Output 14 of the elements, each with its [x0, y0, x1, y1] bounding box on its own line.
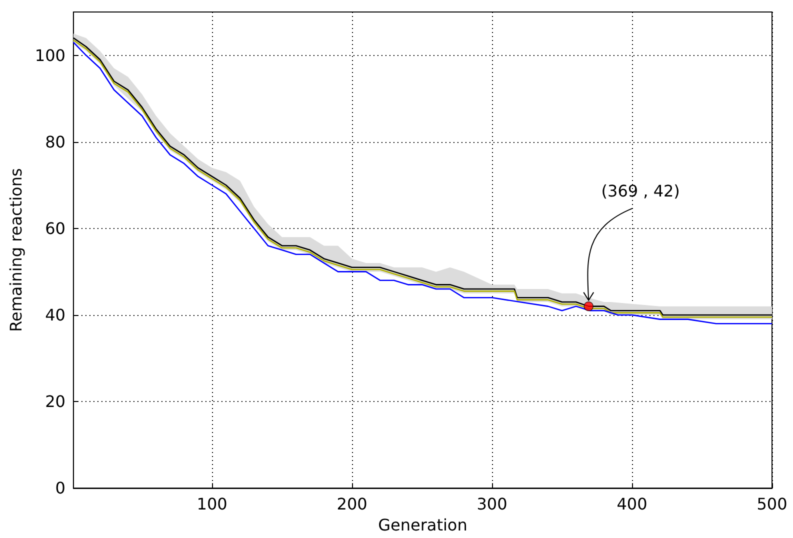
- x-tick-label: 400: [616, 494, 648, 514]
- y-axis-title: Remaining reactions: [6, 168, 26, 332]
- annotation: (369 , 42): [601, 181, 680, 200]
- y-tick-label: 40: [45, 305, 66, 324]
- x-tick-label: 100: [196, 494, 228, 514]
- x-axis-title: Generation: [378, 516, 468, 534]
- y-tick-label: 100: [34, 46, 66, 65]
- x-tick-label: 300: [476, 494, 508, 514]
- y-tick-label: 60: [45, 218, 66, 238]
- y-tick-label: 80: [45, 132, 66, 152]
- x-tick-label: 500: [756, 494, 788, 514]
- x-tick-label: 200: [336, 494, 368, 514]
- y-tick-label: 0: [55, 478, 66, 498]
- y-tick-label: 20: [45, 392, 66, 412]
